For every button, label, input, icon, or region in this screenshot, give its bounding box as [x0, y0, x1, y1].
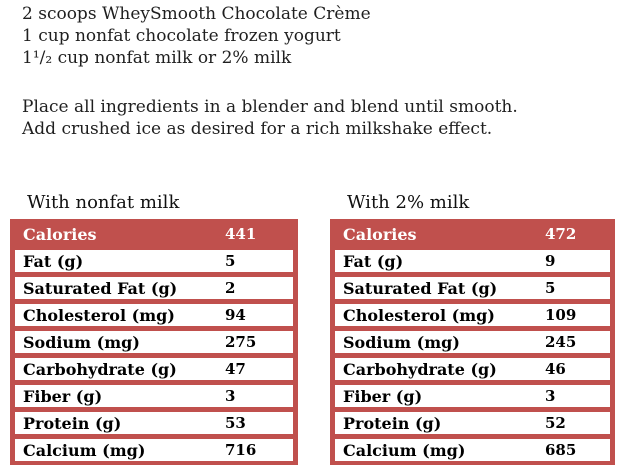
row-value: 3: [225, 387, 236, 405]
table-title: With nonfat milk: [27, 192, 180, 213]
row-label: Protein (g): [23, 413, 122, 433]
nutrition-table-nonfat-milk: With nonfat milk Calories 441 Fat (g) 5 …: [10, 191, 298, 465]
instruction-line: Add crushed ice as desired for a rich mi…: [22, 119, 493, 139]
row-label: Calcium (mg): [343, 440, 466, 460]
row-label: Cholesterol (mg): [23, 305, 175, 325]
table-title: With 2% milk: [347, 192, 470, 213]
nutrition-table: Calories 472 Fat (g) 9 Saturated Fat (g)…: [330, 219, 615, 465]
row-value: 53: [225, 414, 246, 432]
ingredient-list: 2 scoops WheySmooth Chocolate Crème 1 cu…: [22, 3, 371, 69]
table-row: Protein (g) 53: [15, 412, 293, 434]
row-value: 94: [225, 306, 246, 324]
table-row: Carbohydrate (g) 46: [335, 358, 610, 380]
table-row: Protein (g) 52: [335, 412, 610, 434]
table-row: Carbohydrate (g) 47: [15, 358, 293, 380]
header-label: Calories: [343, 224, 417, 244]
row-label: Saturated Fat (g): [343, 278, 498, 298]
instruction-line: Place all ingredients in a blender and b…: [22, 97, 518, 117]
row-label: Fiber (g): [343, 386, 423, 406]
table-row: Fiber (g) 3: [335, 385, 610, 407]
table-row: Saturated Fat (g) 5: [335, 277, 610, 299]
row-value: 3: [545, 387, 556, 405]
row-label: Protein (g): [343, 413, 442, 433]
row-value: 2: [225, 279, 236, 297]
row-value: 9: [545, 252, 556, 270]
row-value: 5: [545, 279, 556, 297]
row-label: Sodium (mg): [343, 332, 460, 352]
row-value: 245: [545, 333, 577, 351]
row-label: Fat (g): [23, 251, 84, 271]
table-row: Fat (g) 9: [335, 250, 610, 272]
row-value: 275: [225, 333, 257, 351]
row-label: Cholesterol (mg): [343, 305, 495, 325]
ingredient-line: 1¹/₂ cup nonfat milk or 2% milk: [22, 48, 292, 68]
instruction-paragraph: Place all ingredients in a blender and b…: [22, 96, 518, 140]
table-row: Saturated Fat (g) 2: [15, 277, 293, 299]
row-value: 716: [225, 441, 257, 459]
ingredient-line: 1 cup nonfat chocolate frozen yogurt: [22, 26, 341, 46]
row-value: 685: [545, 441, 577, 459]
row-value: 46: [545, 360, 566, 378]
nutrition-table-2pct-milk: With 2% milk Calories 472 Fat (g) 9 Satu…: [330, 191, 615, 465]
row-label: Fat (g): [343, 251, 404, 271]
row-label: Calcium (mg): [23, 440, 146, 460]
row-value: 109: [545, 306, 577, 324]
table-row: Cholesterol (mg) 94: [15, 304, 293, 326]
row-label: Saturated Fat (g): [23, 278, 178, 298]
row-value: 5: [225, 252, 236, 270]
table-row: Sodium (mg) 275: [15, 331, 293, 353]
header-value: 441: [225, 225, 257, 243]
header-value: 472: [545, 225, 577, 243]
table-row: Calcium (mg) 685: [335, 439, 610, 461]
header-label: Calories: [23, 224, 97, 244]
row-value: 47: [225, 360, 246, 378]
row-label: Carbohydrate (g): [23, 359, 177, 379]
nutrition-table: Calories 441 Fat (g) 5 Saturated Fat (g)…: [10, 219, 298, 465]
table-header-row: Calories 441: [15, 223, 293, 245]
table-row: Fat (g) 5: [15, 250, 293, 272]
table-row: Calcium (mg) 716: [15, 439, 293, 461]
table-row: Cholesterol (mg) 109: [335, 304, 610, 326]
ingredient-line: 2 scoops WheySmooth Chocolate Crème: [22, 4, 371, 24]
row-value: 52: [545, 414, 566, 432]
table-header-row: Calories 472: [335, 223, 610, 245]
row-label: Sodium (mg): [23, 332, 140, 352]
row-label: Carbohydrate (g): [343, 359, 497, 379]
table-row: Fiber (g) 3: [15, 385, 293, 407]
table-row: Sodium (mg) 245: [335, 331, 610, 353]
row-label: Fiber (g): [23, 386, 103, 406]
